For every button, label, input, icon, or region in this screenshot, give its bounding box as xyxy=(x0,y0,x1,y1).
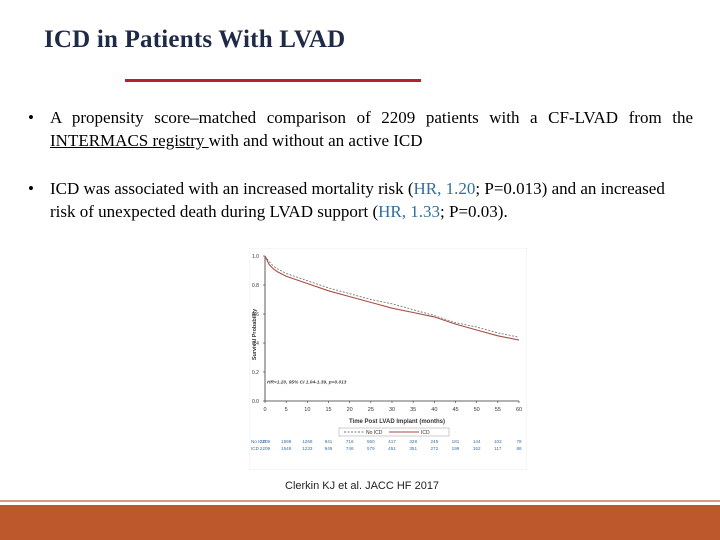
risk-value: 272 xyxy=(430,446,438,451)
y-tick-label: 1.0 xyxy=(252,254,259,260)
bullet-1-part-1: A propensity score–matched comparison of… xyxy=(50,108,693,127)
x-tick-label: 5 xyxy=(285,407,288,413)
x-axis-label: Time Post LVAD Implant (months) xyxy=(349,419,445,425)
x-tick-label: 20 xyxy=(347,407,353,413)
risk-value: 1598 xyxy=(281,439,292,444)
bullet-1-part-3: with and without an active ICD xyxy=(208,131,423,150)
hr-unexpected-death: HR, 1.33 xyxy=(378,202,441,221)
chart-background xyxy=(249,248,527,470)
risk-value: 88 xyxy=(516,446,522,451)
risk-row-label: ICD xyxy=(251,446,260,451)
risk-value: 417 xyxy=(388,439,396,444)
hr-mortality: HR, 1.20 xyxy=(413,179,476,198)
risk-value: 579 xyxy=(367,446,375,451)
bullet-1-text: A propensity score–matched comparison of… xyxy=(50,106,693,152)
x-tick-label: 35 xyxy=(410,407,416,413)
risk-value: 351 xyxy=(409,446,417,451)
risk-value: 78 xyxy=(516,439,522,444)
series-line-no-icd xyxy=(264,255,520,338)
intermacs-registry-text: INTERMACS registry xyxy=(50,131,209,150)
y-tick-label: 0.6 xyxy=(252,312,259,318)
footer-bar xyxy=(0,505,720,540)
risk-value: 1549 xyxy=(281,446,292,451)
y-tick-label: 0.0 xyxy=(252,399,259,405)
legend-label-no-icd: No ICD xyxy=(366,430,383,436)
risk-value: 102 xyxy=(494,439,502,444)
slide-title: ICD in Patients With LVAD xyxy=(44,26,346,53)
survival-chart-svg: 0.0 0.2 0.4 0.6 0.8 1.0 Survival Probability 0 5… xyxy=(249,248,527,470)
risk-value: 451 xyxy=(388,446,396,451)
risk-value: 152 xyxy=(473,446,481,451)
risk-value: 328 xyxy=(409,439,417,444)
hr-annotation: HR=1.20, 95% CI 1.04-1.39, p=0.013 xyxy=(267,380,347,386)
risk-value: 941 xyxy=(325,439,333,444)
x-tick-label: 45 xyxy=(452,407,458,413)
legend-label-icd: ICD xyxy=(421,430,430,436)
risk-value: 949 xyxy=(325,446,333,451)
risk-value: 1233 xyxy=(302,446,313,451)
title-underline xyxy=(125,79,421,82)
bullet-marker: • xyxy=(28,108,34,127)
bullet-2-text: ICD was associated with an increased mor… xyxy=(50,177,693,223)
bullet-1: • A propensity score–matched comparison … xyxy=(28,106,693,152)
footer-line xyxy=(0,500,720,502)
risk-value: 550 xyxy=(367,439,375,444)
x-tick-label: 0 xyxy=(263,407,266,413)
bullet-2: • ICD was associated with an increased m… xyxy=(28,177,693,223)
bullet-2-part-1: ICD was associated with an increased mor… xyxy=(50,179,414,198)
risk-value: 2209 xyxy=(260,439,271,444)
risk-value: 199 xyxy=(452,446,460,451)
x-tick-label: 55 xyxy=(495,407,501,413)
citation: Clerkin KJ et al. JACC HF 2017 xyxy=(285,480,440,492)
risk-value: 1269 xyxy=(302,439,313,444)
bullet-marker: • xyxy=(28,179,34,198)
risk-row-label: No ICD xyxy=(251,439,267,444)
y-tick-label: 0.4 xyxy=(252,341,259,347)
risk-value: 2209 xyxy=(260,446,271,451)
x-tick-label: 10 xyxy=(304,407,310,413)
risk-value: 181 xyxy=(452,439,460,444)
bullet-2-part-5: ; P=0.03). xyxy=(440,202,508,221)
y-tick-label: 0.8 xyxy=(252,283,259,289)
x-tick-label: 25 xyxy=(368,407,374,413)
y-axis-label: Survival Probability xyxy=(252,308,258,360)
x-tick-label: 40 xyxy=(431,407,437,413)
bullet-2-part-3: ; P=0.013) and an increased risk of unex… xyxy=(50,179,665,221)
risk-value: 144 xyxy=(473,439,481,444)
risk-value: 245 xyxy=(430,439,438,444)
risk-value: 716 xyxy=(346,439,354,444)
series-line-icd xyxy=(264,255,520,341)
x-tick-label: 15 xyxy=(325,407,331,413)
risk-value: 746 xyxy=(346,446,354,451)
risk-value: 117 xyxy=(494,446,502,451)
x-tick-label: 50 xyxy=(474,407,480,413)
survival-chart: 0.0 0.2 0.4 0.6 0.8 1.0 Survival Probability 0 5… xyxy=(249,248,527,470)
x-tick-label: 30 xyxy=(389,407,395,413)
x-tick-label: 60 xyxy=(516,407,522,413)
y-tick-label: 0.2 xyxy=(252,370,259,376)
